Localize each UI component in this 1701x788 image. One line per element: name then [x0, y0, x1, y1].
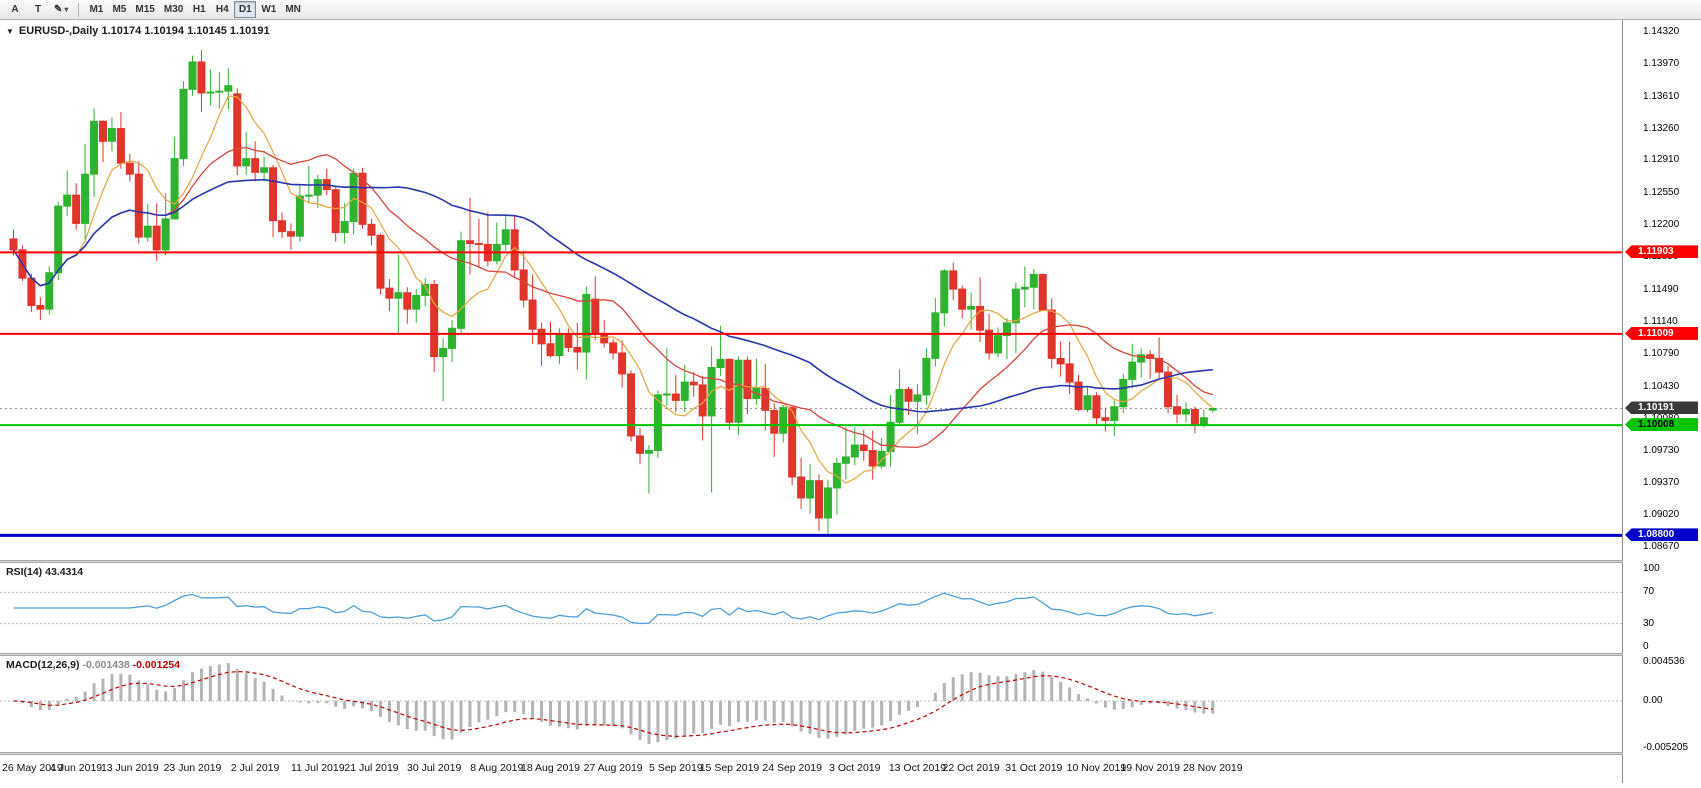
- date-axis-label: 19 Nov 2019: [1120, 762, 1180, 774]
- date-axis[interactable]: 26 May 2019 4 Jun 2019 13 Jun 2019 23 Jun 2…: [0, 755, 1622, 783]
- date-axis-label: 11 Jul 2019: [291, 762, 345, 774]
- timeframe-button-h1[interactable]: H1: [188, 1, 210, 18]
- date-axis-label: 2 Jul 2019: [230, 762, 280, 774]
- pencil-icon: ✎: [54, 4, 63, 15]
- price-axis-label: 1.10790: [1643, 347, 1680, 359]
- date-axis-label: 21 Jul 2019: [344, 762, 399, 774]
- price-axis-label: 1.09020: [1643, 509, 1680, 521]
- hline-price-badge: 1.11903: [1625, 245, 1698, 259]
- price-axis-label: 1.10430: [1643, 380, 1680, 392]
- price-axis-label: 1.13970: [1643, 57, 1680, 69]
- date-axis-label: 30 Jul 2019: [406, 762, 462, 774]
- timeframe-button-m30[interactable]: M30: [160, 1, 187, 18]
- price-axis-label: 1.11140: [1643, 315, 1678, 327]
- timeframe-group: M1 M5 M15 M30 H1 H4 D1 W1 MN: [85, 1, 304, 18]
- date-axis-label: 18 Aug 2019: [521, 762, 580, 774]
- price-scale-border: [1622, 20, 1623, 783]
- price-axis-label: 1.12550: [1643, 187, 1680, 199]
- date-axis-label: 5 Sep 2019: [648, 762, 703, 774]
- chart-canvas[interactable]: [0, 20, 1701, 788]
- panel-splitter[interactable]: [0, 653, 1701, 656]
- macd-axis-label: 0.00: [1643, 694, 1663, 706]
- rsi-name: RSI(14): [6, 566, 43, 578]
- timeframe-button-d1[interactable]: D1: [234, 1, 257, 18]
- rsi-axis-label: 100: [1643, 563, 1660, 574]
- price-axis-label: 1.10080: [1643, 412, 1680, 424]
- timeframe-button-w1[interactable]: W1: [257, 1, 280, 18]
- timeframe-button-h4[interactable]: H4: [211, 1, 233, 18]
- date-axis-label: 24 Sep 2019: [762, 762, 822, 774]
- date-axis-label: 22 Oct 2019: [942, 762, 1000, 774]
- date-axis-label: 27 Aug 2019: [583, 762, 643, 774]
- timeframe-button-mn[interactable]: MN: [281, 1, 305, 18]
- macd-signal-value: -0.001254: [132, 659, 180, 671]
- macd-axis-label: -0.005205: [1643, 742, 1689, 753]
- rsi-indicator-label: RSI(14) 43.4314: [6, 566, 83, 578]
- chart-title-text: EURUSD-,Daily 1.10174 1.10194 1.10145 1.…: [18, 25, 270, 37]
- price-axis-label: 1.11490: [1643, 284, 1679, 295]
- macd-name: MACD(12,26,9): [6, 659, 80, 671]
- tool-t-button[interactable]: T: [27, 1, 49, 18]
- price-axis-label: 1.12200: [1643, 219, 1680, 231]
- date-axis-label: 26 May 2019: [2, 762, 63, 774]
- macd-axis-label: 0.004536: [1643, 656, 1685, 667]
- price-axis-label: 1.09730: [1643, 444, 1680, 456]
- date-axis-label: 4 Jun 2019: [50, 762, 103, 774]
- date-axis-label: 28 Nov 2019: [1183, 762, 1243, 774]
- draw-tools-dropdown-button[interactable]: ✎ ▾: [50, 1, 72, 18]
- date-axis-label: 3 Oct 2019: [829, 762, 881, 774]
- date-axis-label: 15 Sep 2019: [699, 762, 760, 774]
- price-axis-label: 1.12910: [1643, 154, 1680, 166]
- price-axis-label: 1.13610: [1643, 90, 1680, 102]
- date-axis-label: 23 Jun 2019: [163, 762, 222, 774]
- chevron-down-icon: ▾: [64, 5, 69, 14]
- timeframe-button-m15[interactable]: M15: [131, 1, 158, 18]
- hline-price-badge: 1.08800: [1625, 528, 1698, 542]
- current-price-badge: 1.10191: [1625, 401, 1698, 415]
- timeframe-button-m5[interactable]: M5: [108, 1, 130, 18]
- rsi-axis-label: 30: [1643, 617, 1655, 629]
- rsi-value: 43.4314: [45, 566, 84, 578]
- price-axis-label: 1.08670: [1643, 541, 1680, 553]
- price-scale[interactable]: 1.14320 1.13970 1.13610 1.13260 1.12910 1.125…: [1623, 20, 1701, 783]
- date-axis-label: 13 Jun 2019: [100, 762, 159, 774]
- macd-indicator-label: MACD(12,26,9) -0.001438 -0.001254: [6, 659, 180, 671]
- chart-area[interactable]: ▼ EURUSD-,Daily 1.10174 1.10194 1.10145 …: [0, 20, 1701, 788]
- date-axis-label: 10 Nov 2019: [1066, 762, 1127, 774]
- chart-title: ▼ EURUSD-,Daily 1.10174 1.10194 1.10145 …: [6, 25, 270, 37]
- timeframe-button-m1[interactable]: M1: [85, 1, 107, 18]
- rsi-axis-label: 70: [1643, 586, 1655, 598]
- date-axis-label: 8 Aug 2019: [470, 762, 524, 774]
- date-axis-label: 13 Oct 2019: [888, 762, 947, 774]
- panel-splitter[interactable]: [0, 752, 1701, 755]
- toolbar-separator: [78, 2, 80, 17]
- one-click-trading-arrow-icon[interactable]: ▼: [6, 26, 14, 36]
- price-axis-label: 1.13260: [1643, 122, 1680, 134]
- price-axis-label: 1.14320: [1643, 25, 1680, 37]
- rsi-axis-label: 0: [1643, 641, 1649, 652]
- date-axis-label: 31 Oct 2019: [1005, 762, 1063, 774]
- panel-splitter[interactable]: [0, 560, 1701, 563]
- tool-a-button[interactable]: A: [4, 1, 26, 18]
- macd-main-value: -0.001438: [82, 659, 130, 671]
- price-axis-label: 1.09370: [1643, 477, 1680, 489]
- hline-price-badge: 1.11009: [1625, 326, 1698, 340]
- hline-price-badge: 1.10008: [1625, 418, 1698, 432]
